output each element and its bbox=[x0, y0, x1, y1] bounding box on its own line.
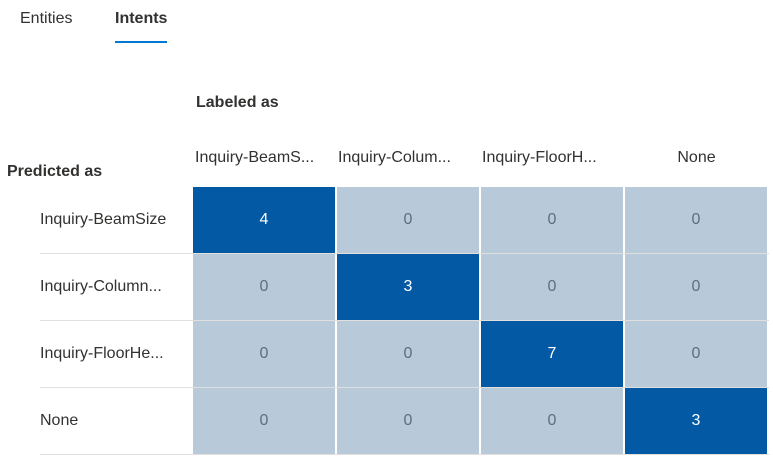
matrix-cell[interactable]: 0 bbox=[337, 321, 479, 387]
matrix-cell[interactable]: 4 bbox=[193, 187, 335, 253]
matrix-cell[interactable]: 0 bbox=[481, 254, 623, 320]
row-header: None bbox=[40, 412, 79, 429]
column-header: Inquiry-Colum... bbox=[338, 149, 451, 166]
matrix-cell[interactable]: 0 bbox=[337, 388, 479, 454]
column-header: Inquiry-BeamS... bbox=[195, 149, 315, 166]
predicted-as-axis-label: Predicted as bbox=[7, 163, 103, 180]
tab-selected-indicator bbox=[115, 41, 168, 43]
matrix-cell[interactable]: 0 bbox=[625, 254, 767, 320]
tab-intents-label: Intents bbox=[115, 10, 168, 27]
matrix-cell[interactable]: 3 bbox=[337, 254, 479, 320]
row-divider bbox=[40, 387, 769, 388]
matrix-cell[interactable]: 0 bbox=[481, 388, 623, 454]
matrix-cell[interactable]: 0 bbox=[625, 187, 767, 253]
matrix-cell[interactable]: 0 bbox=[625, 321, 767, 387]
row-divider bbox=[40, 320, 769, 321]
labeled-as-axis-label: Labeled as bbox=[196, 94, 279, 111]
matrix-cell[interactable]: 0 bbox=[193, 321, 335, 387]
confusion-matrix: 4 0 0 0 0 3 0 0 0 0 7 0 0 0 0 3 bbox=[193, 187, 769, 455]
row-divider bbox=[40, 253, 769, 254]
row-header: Inquiry-FloorHe... bbox=[40, 345, 164, 362]
column-header: None bbox=[677, 149, 716, 166]
row-header: Inquiry-Column... bbox=[40, 278, 162, 295]
matrix-cell[interactable]: 0 bbox=[337, 187, 479, 253]
matrix-cell[interactable]: 7 bbox=[481, 321, 623, 387]
matrix-cell[interactable]: 0 bbox=[193, 254, 335, 320]
tab-entities[interactable]: Entities bbox=[20, 10, 73, 27]
matrix-cell[interactable]: 0 bbox=[193, 388, 335, 454]
column-header: Inquiry-FloorH... bbox=[482, 149, 597, 166]
tab-bar: Entities Intents bbox=[20, 0, 168, 48]
row-header: Inquiry-BeamSize bbox=[40, 211, 167, 228]
matrix-cell[interactable]: 0 bbox=[481, 187, 623, 253]
row-divider bbox=[40, 454, 769, 455]
tab-intents[interactable]: Intents bbox=[115, 0, 168, 46]
matrix-cell[interactable]: 3 bbox=[625, 388, 767, 454]
